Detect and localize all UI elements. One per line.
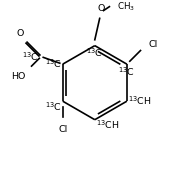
Text: $^{13}$C: $^{13}$C: [86, 47, 103, 59]
Text: HO: HO: [11, 72, 26, 81]
Text: $^{13}$C: $^{13}$C: [118, 65, 135, 78]
Text: O: O: [98, 4, 105, 14]
Text: Cl: Cl: [148, 40, 158, 49]
Text: $^{13}$C: $^{13}$C: [22, 50, 39, 63]
Text: Cl: Cl: [58, 125, 67, 134]
Text: $^{13}$CH: $^{13}$CH: [96, 119, 119, 131]
Text: $^{13}$C: $^{13}$C: [45, 100, 62, 113]
Text: $^{13}$CH: $^{13}$CH: [128, 95, 151, 107]
Text: O: O: [16, 29, 24, 38]
Text: $^{13}$C: $^{13}$C: [45, 58, 62, 70]
Text: CH$_3$: CH$_3$: [117, 0, 135, 13]
